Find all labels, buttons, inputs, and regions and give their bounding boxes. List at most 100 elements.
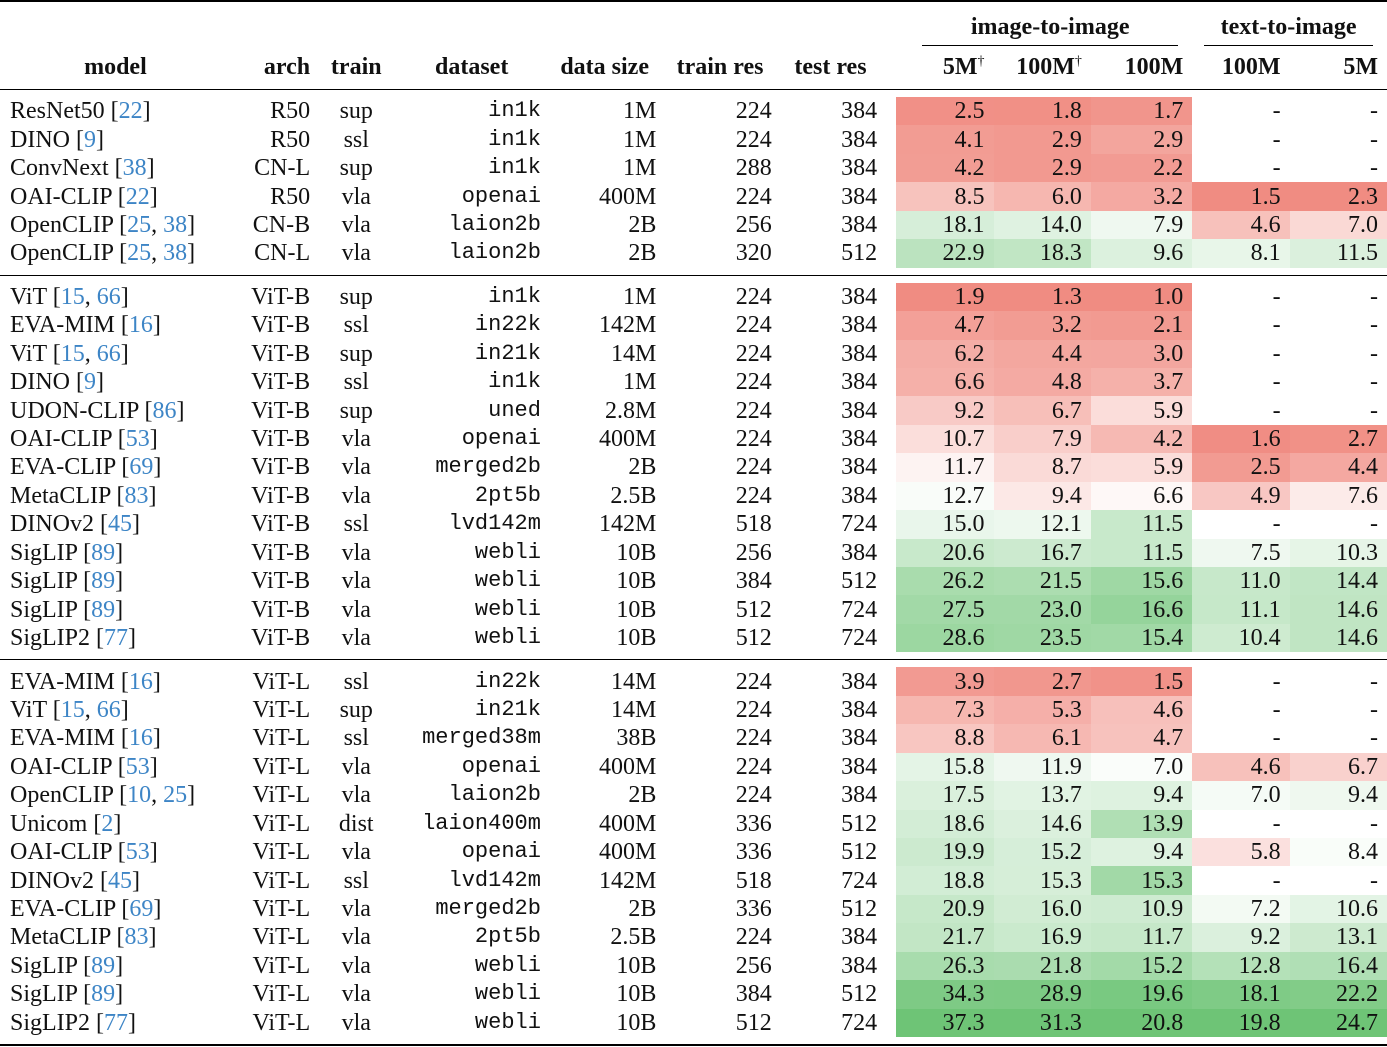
table-row: OpenCLIP [25, 38] CN-B vla laion2b 2B 256 384 1…: [0, 210, 1387, 240]
model-name: SigLIP: [10, 568, 78, 595]
citation-number: 16: [128, 725, 153, 752]
table-cell: 1M: [623, 283, 657, 310]
table-cell: in1k: [488, 369, 541, 395]
model-cell: SigLIP [89]: [0, 595, 231, 623]
table-cell: 384: [841, 482, 878, 509]
citation: [15, 66]: [52, 696, 129, 723]
model-name: ConvNext: [10, 155, 109, 182]
citation-number: 38: [163, 211, 188, 238]
citation-number: 15: [60, 696, 85, 723]
model-cell: OAI-CLIP [53]: [0, 753, 231, 781]
model-name: OAI-CLIP: [10, 426, 112, 453]
table-row: MetaCLIP [83] ViT-B vla 2pt5b 2.5B 224 384 12.7…: [0, 481, 1387, 511]
score-cell: -: [1370, 155, 1378, 182]
score-cell: -: [1272, 867, 1281, 894]
citation: [10, 25]: [119, 782, 196, 809]
table-cell: CN-L: [254, 155, 311, 182]
table-cell: 384: [841, 668, 878, 695]
citation-number: 89: [91, 952, 116, 979]
score-cell: 20.9: [896, 894, 994, 924]
model-name: OAI-CLIP: [10, 753, 112, 780]
citation: [45]: [100, 511, 140, 538]
table-cell: 224: [735, 482, 772, 509]
model-name: EVA-MIM: [10, 312, 115, 339]
table-cell: ssl: [343, 725, 369, 752]
score-cell: 6.2: [896, 339, 994, 368]
score-cell: 22.2: [1289, 980, 1387, 1009]
citation: [86]: [144, 397, 185, 424]
table-cell: in21k: [474, 340, 541, 366]
model-cell: SigLIP [89]: [0, 567, 231, 595]
table-cell: 384: [841, 753, 878, 780]
table-cell: webli: [474, 568, 541, 594]
table-cell: CN-B: [252, 211, 311, 238]
spacer: [883, 866, 896, 894]
score-cell: 1.8: [993, 97, 1091, 126]
score-cell: 24.7: [1289, 1008, 1387, 1037]
table-cell: 224: [735, 753, 772, 780]
spacer: [0, 1037, 1387, 1045]
table-cell: ViT-L: [252, 1009, 311, 1036]
table-cell: 384: [841, 126, 878, 153]
score-cell: 4.9: [1192, 481, 1290, 511]
table-cell: webli: [474, 981, 541, 1007]
table-cell: vla: [341, 568, 371, 595]
score-cell: 37.3: [896, 1008, 994, 1037]
table-cell: 2B: [628, 211, 657, 238]
citation: [16]: [120, 668, 161, 695]
table-cell: 400M: [599, 426, 657, 453]
score-cell: 4.6: [1192, 752, 1290, 782]
table-cell: 512: [841, 568, 878, 595]
table-cell: vla: [341, 426, 371, 453]
citation-number: 45: [108, 867, 132, 894]
citation-number: 22: [118, 98, 143, 125]
table-cell: 512: [735, 596, 772, 623]
table-cell: 2B: [628, 240, 657, 267]
score-cell: 15.2: [1090, 951, 1193, 981]
citation: [89]: [83, 596, 124, 623]
score-cell: -: [1370, 340, 1378, 367]
table-cell: CN-L: [254, 240, 311, 267]
table-cell: lvd142m: [448, 867, 541, 893]
model-name: MetaCLIP: [10, 924, 111, 951]
score-cell: 9.2: [896, 396, 994, 425]
citation: [25, 38]: [119, 211, 196, 238]
model-cell: Unicom [2]: [0, 810, 231, 838]
spacer: [883, 753, 896, 781]
model-name: SigLIP: [10, 539, 78, 566]
table-row: DINO [9] R50 ssl in1k 1M 224 384 4.1 2.9 2.9- -: [0, 125, 1387, 154]
table-cell: vla: [341, 625, 371, 652]
table-cell: ssl: [343, 369, 369, 396]
table-cell: webli: [474, 539, 541, 565]
table-cell: 1M: [623, 155, 657, 182]
table-cell: vla: [341, 896, 371, 923]
table-cell: 2B: [628, 454, 657, 481]
model-cell: EVA-CLIP [69]: [0, 453, 231, 481]
table-cell: 224: [735, 454, 772, 481]
score-cell: 5.8: [1192, 837, 1290, 867]
table-cell: 14M: [611, 668, 657, 695]
score-cell: 19.6: [1090, 980, 1193, 1009]
model-cell: EVA-MIM [16]: [0, 311, 231, 339]
score-cell: 26.3: [896, 951, 994, 981]
score-cell: 18.1: [896, 210, 994, 240]
column-header: 100M: [1192, 46, 1290, 90]
spacer: [883, 283, 896, 311]
table-cell: vla: [341, 952, 371, 979]
score-cell: 6.6: [896, 367, 994, 397]
table-cell: ViT-L: [252, 896, 311, 923]
table-row: SigLIP [89] ViT-L vla webli 10B 384 512 34.3 28.…: [0, 980, 1387, 1009]
table-cell: vla: [341, 753, 371, 780]
table-cell: 724: [841, 1009, 878, 1036]
score-cell: 4.8: [993, 367, 1091, 397]
citation-number: 2: [101, 810, 114, 837]
score-cell: 15.2: [993, 837, 1091, 867]
score-cell: 2.5: [1192, 453, 1290, 482]
table-cell: ViT-L: [252, 725, 311, 752]
model-name: EVA-CLIP: [10, 454, 116, 481]
score-cell: 14.6: [1289, 623, 1387, 653]
score-cell: 3.2: [1090, 182, 1193, 211]
table-cell: ssl: [343, 312, 369, 339]
table-cell: 400M: [599, 839, 657, 866]
table-cell: 384: [841, 98, 878, 125]
